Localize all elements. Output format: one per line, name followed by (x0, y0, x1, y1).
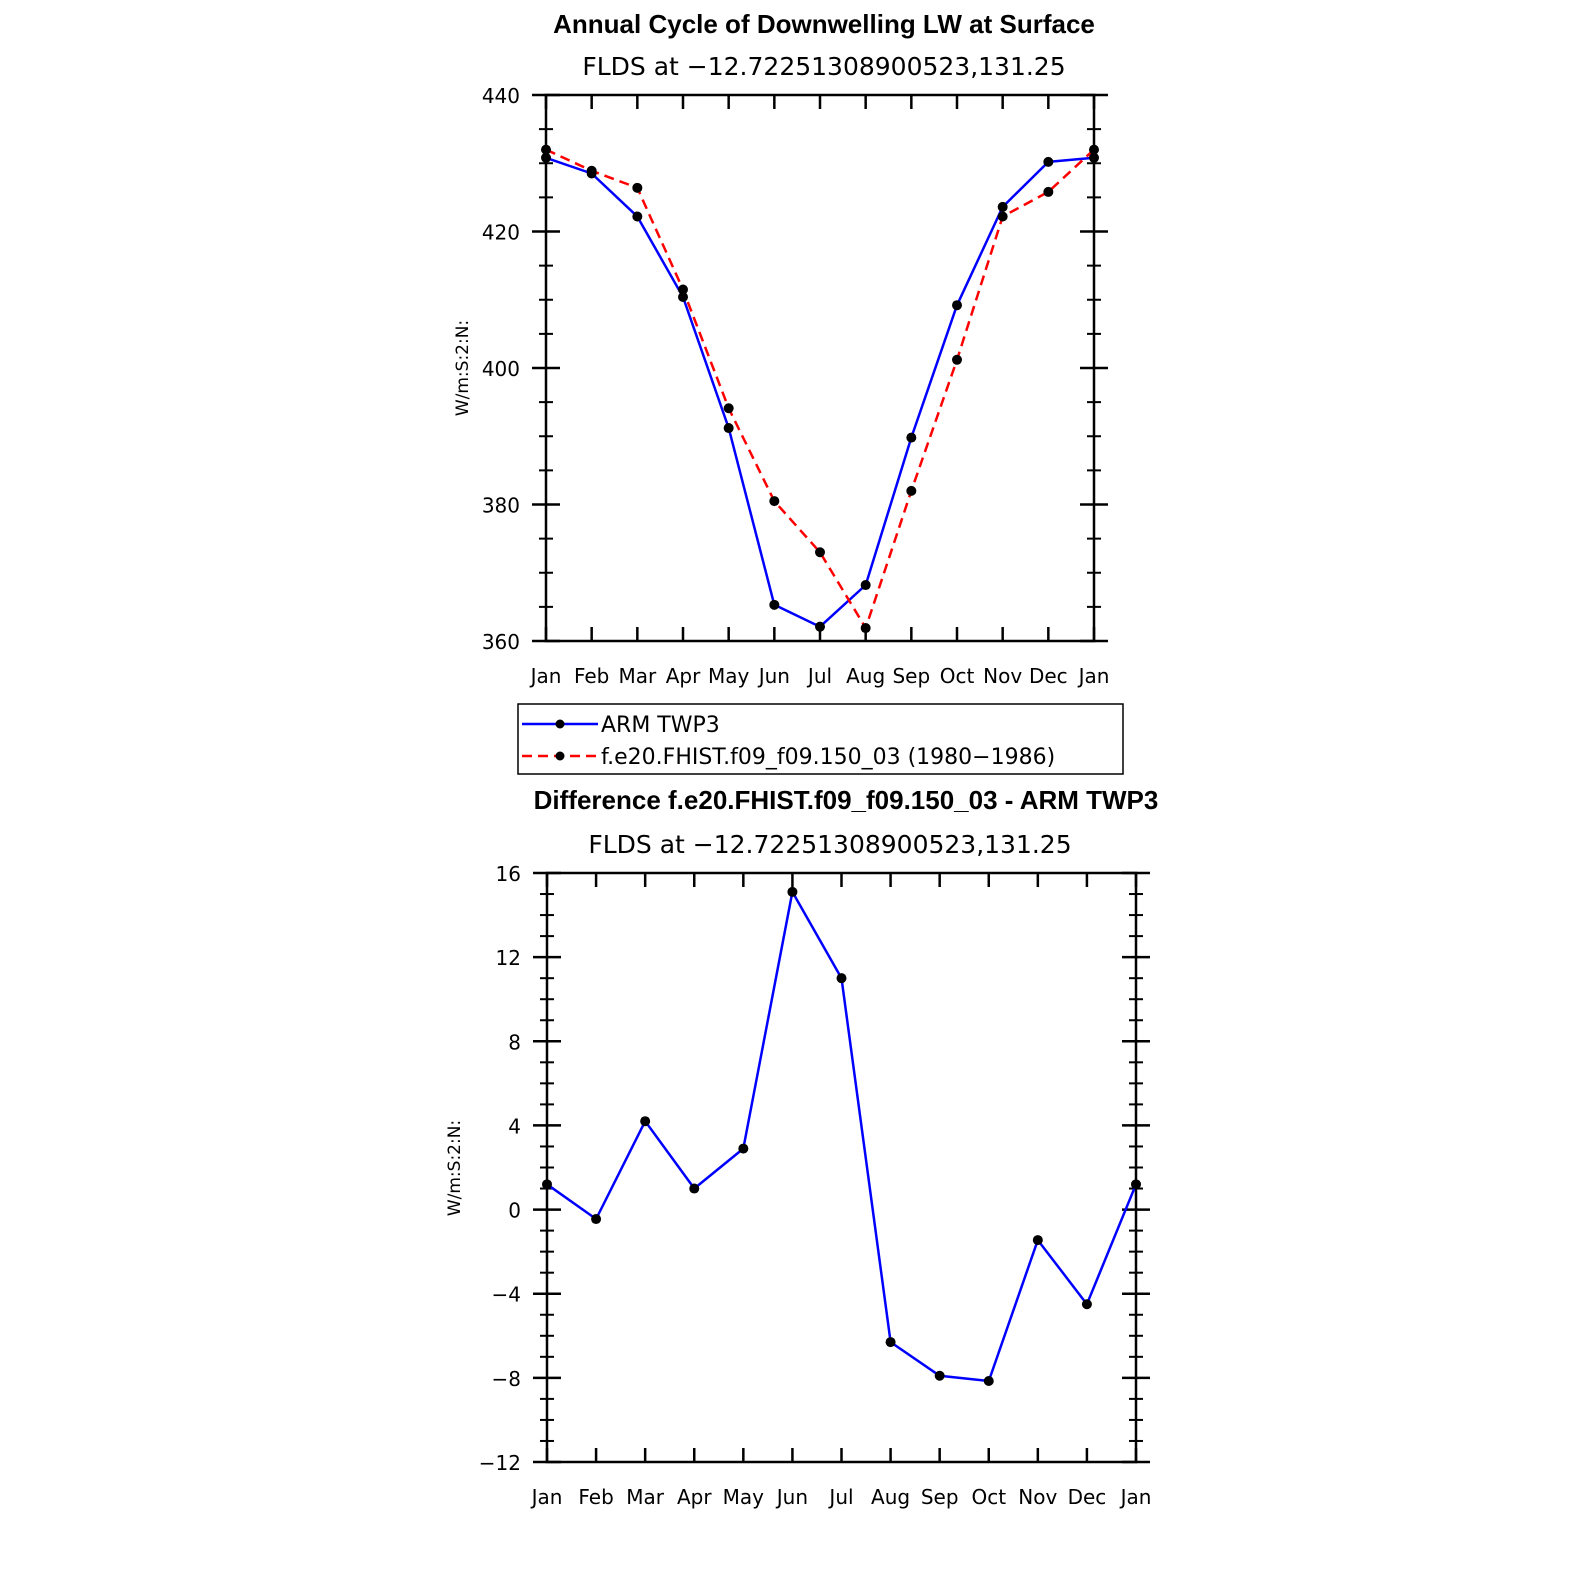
top-chart-plot: Jan Feb Mar Apr May Jun Jul Aug Sep Oct Nov Dec Jan 3… (482, 84, 1110, 688)
bottom-series-0-point (787, 886, 798, 897)
legend: ARM TWP3 f.e20.FHIST.f09_f09.150_03 (198… (517, 703, 1124, 775)
top-xtick-label: Dec (1029, 664, 1068, 688)
legend-marker-model (555, 751, 565, 761)
bottom-series-line-0 (546, 890, 1138, 1383)
legend-label-arm: ARM TWP3 (601, 713, 720, 738)
bottom-xtick-label: Apr (677, 1485, 712, 1509)
top-series-0-point (815, 621, 825, 632)
bottom-series-0-point (689, 1183, 700, 1194)
top-xtick-label: Nov (983, 664, 1022, 688)
bottom-series-0-point (542, 1179, 552, 1190)
bottom-series-0-point (983, 1376, 994, 1387)
top-series-0-point (632, 211, 643, 222)
top-xtick-label: Apr (666, 664, 701, 688)
bottom-plot-frame (545, 871, 1138, 1464)
bottom-ytick-label: 16 (496, 862, 521, 886)
top-series-0-point (769, 599, 780, 610)
top-series-0-point (860, 580, 871, 591)
bottom-ytick-label: 8 (508, 1030, 521, 1054)
top-chart-subtitle: FLDS at −12.72251308900523,131.25 (582, 52, 1065, 81)
top-ytick-label: 440 (482, 84, 520, 108)
bottom-xtick-label: Nov (1018, 1485, 1057, 1509)
top-xtick-label: Jan (529, 664, 562, 688)
bottom-series-0-point (738, 1143, 749, 1154)
bottom-ytick-label: −4 (492, 1283, 521, 1307)
bottom-ytick-label: −8 (492, 1367, 521, 1391)
top-series-1-point (952, 354, 962, 365)
top-series-1-point (586, 165, 597, 176)
top-plot-frame (544, 93, 1096, 643)
bottom-xtick-label: Sep (921, 1485, 959, 1509)
top-series-1-point (723, 403, 734, 414)
bottom-series-0-point (640, 1116, 651, 1127)
top-series-0-point (541, 152, 551, 163)
top-ytick-label: 360 (482, 630, 520, 654)
bottom-ytick-label: 12 (496, 946, 521, 970)
top-series-1-point (541, 144, 551, 155)
bottom-xtick-label: Mar (626, 1485, 665, 1509)
top-xtick-label: Feb (574, 664, 609, 688)
top-series-0-point (906, 432, 917, 443)
legend-marker-arm (555, 719, 565, 729)
bottom-xtick-label: Aug (871, 1485, 910, 1509)
bottom-xtick-label: Jan (1119, 1485, 1152, 1509)
bottom-ytick-label: 0 (508, 1199, 521, 1223)
top-xtick-label: Aug (846, 664, 885, 688)
top-xtick-label: May (708, 664, 750, 688)
top-ytick-label: 380 (482, 494, 520, 518)
top-series-1-point (1089, 144, 1099, 155)
bottom-xtick-label: Feb (578, 1485, 613, 1509)
bottom-chart-title: Difference f.e20.FHIST.f09_f09.150_03 - … (534, 785, 1159, 815)
top-chart-ylabel: W/m:S:2:N: (453, 320, 473, 416)
top-xtick-label: Oct (940, 664, 975, 688)
top-ytick-label: 420 (482, 221, 520, 245)
bottom-series-0-point (1081, 1299, 1092, 1310)
top-series-0-point (723, 423, 734, 434)
top-series-1-point (860, 623, 871, 634)
top-series-1-point (997, 211, 1008, 222)
bottom-series-0-point (591, 1214, 602, 1225)
top-ytick-label: 400 (482, 357, 520, 381)
top-series-1-point (906, 485, 917, 496)
bottom-xtick-label: Jan (530, 1485, 563, 1509)
top-xtick-label: Jul (806, 664, 832, 688)
legend-label-model: f.e20.FHIST.f09_f09.150_03 (1980−1986) (601, 745, 1055, 770)
top-xtick-label: Jun (757, 664, 790, 688)
top-series-0-point (1089, 152, 1099, 163)
top-xtick-label: Jan (1077, 664, 1110, 688)
bottom-chart-ylabel: W/m:S:2:N: (445, 1120, 465, 1216)
top-series-0-point (997, 201, 1008, 212)
bottom-xtick-label: Oct (971, 1485, 1006, 1509)
top-series-0-point (952, 300, 962, 311)
bottom-series-0-point (836, 973, 847, 984)
top-series-1-point (1043, 186, 1054, 197)
bottom-series-0-point (934, 1370, 945, 1381)
top-series-1-point (678, 284, 688, 295)
bottom-ytick-label: 4 (508, 1114, 521, 1138)
bottom-ytick-label: −12 (479, 1451, 521, 1475)
top-series-0-point (1043, 156, 1054, 167)
bottom-xtick-label: May (723, 1485, 765, 1509)
top-series-0-point (678, 292, 688, 303)
bottom-series-0-point (1131, 1179, 1141, 1190)
top-xtick-label: Sep (892, 664, 930, 688)
bottom-series-0-point (1032, 1235, 1043, 1246)
bottom-xtick-label: Jun (775, 1485, 808, 1509)
top-xtick-label: Mar (618, 664, 657, 688)
bottom-series-0-point (885, 1337, 896, 1348)
top-series-1-point (815, 547, 825, 558)
bottom-chart-plot: Jan Feb Mar Apr May Jun Jul Aug Sep Oct Nov Dec Jan−… (479, 862, 1152, 1509)
top-series-1-point (632, 182, 643, 193)
top-series-1-point (769, 496, 780, 507)
bottom-xtick-label: Jul (827, 1485, 853, 1509)
legend-box (517, 703, 1124, 775)
bottom-chart-subtitle: FLDS at −12.72251308900523,131.25 (588, 830, 1071, 859)
bottom-xtick-label: Dec (1068, 1485, 1107, 1509)
top-chart-title: Annual Cycle of Downwelling LW at Surfac… (553, 9, 1095, 39)
